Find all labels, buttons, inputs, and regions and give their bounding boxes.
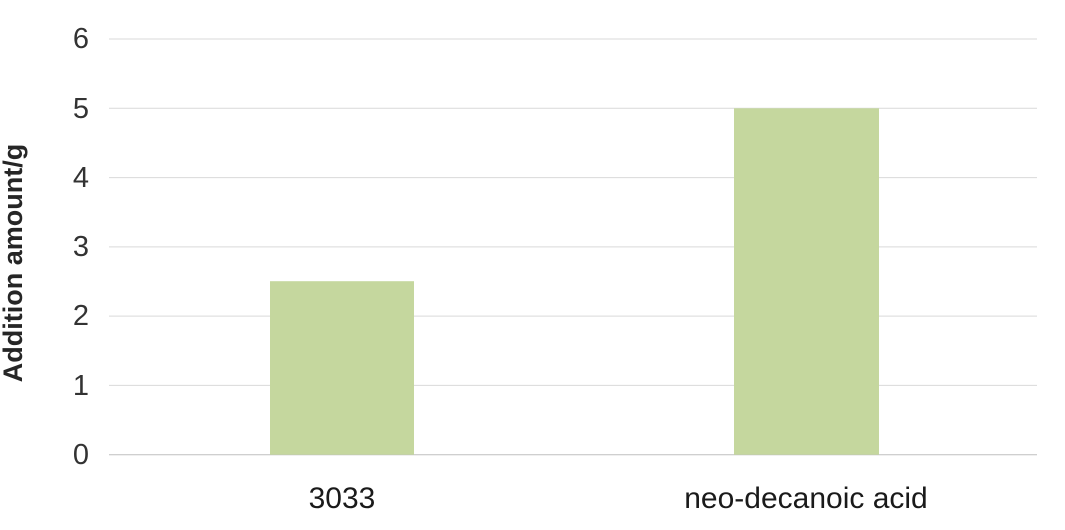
svg-text:Addition amount/g: Addition amount/g <box>0 144 28 382</box>
svg-text:6: 6 <box>73 23 89 55</box>
svg-text:0: 0 <box>73 439 89 471</box>
svg-text:neo-decanoic acid: neo-decanoic acid <box>684 482 928 515</box>
svg-text:3: 3 <box>73 231 89 263</box>
svg-text:5: 5 <box>73 93 89 125</box>
svg-text:3033: 3033 <box>309 482 376 515</box>
svg-text:1: 1 <box>73 370 89 402</box>
svg-text:4: 4 <box>73 162 89 194</box>
svg-text:2: 2 <box>73 300 89 332</box>
